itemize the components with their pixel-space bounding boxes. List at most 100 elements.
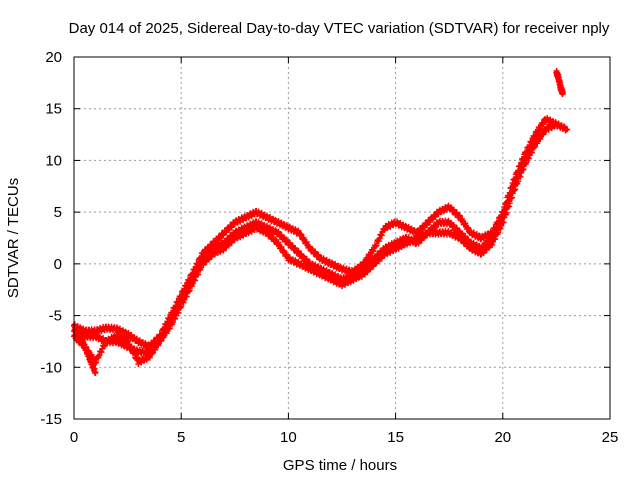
data-point	[467, 243, 474, 250]
data-point	[553, 121, 560, 128]
data-point	[185, 288, 192, 295]
x-axis-label: GPS time / hours	[283, 457, 397, 474]
data-points	[71, 68, 571, 376]
data-point	[298, 231, 305, 238]
series-track-3	[71, 126, 549, 367]
data-point	[402, 222, 409, 229]
data-point	[564, 126, 571, 133]
data-point	[376, 235, 383, 242]
data-point	[191, 277, 198, 284]
data-point	[498, 222, 505, 229]
data-point	[378, 255, 385, 262]
data-point	[373, 242, 380, 249]
data-point	[500, 219, 507, 226]
data-point	[278, 244, 285, 251]
data-point	[489, 242, 496, 249]
y-tick-label: 10	[45, 152, 62, 169]
data-point	[92, 369, 99, 376]
grid	[74, 57, 610, 419]
data-point	[378, 232, 385, 239]
data-point	[453, 225, 460, 232]
data-point	[295, 247, 302, 254]
data-point	[267, 230, 274, 237]
data-point	[518, 169, 525, 176]
data-point	[465, 224, 472, 231]
y-axis-label: SDTVAR / TECUs	[5, 178, 22, 298]
data-point	[175, 309, 182, 316]
data-point	[169, 319, 176, 326]
data-point	[272, 216, 279, 223]
data-point	[447, 204, 454, 211]
data-point	[146, 354, 153, 361]
data-point	[467, 228, 474, 235]
data-point	[275, 239, 282, 246]
data-point	[523, 159, 530, 166]
data-point	[272, 227, 279, 234]
data-point	[113, 331, 120, 338]
data-point	[456, 212, 463, 219]
data-point	[183, 293, 190, 300]
x-tick-label: 5	[177, 429, 185, 446]
data-point	[453, 209, 460, 216]
data-point	[303, 239, 310, 246]
x-tick-label: 25	[602, 429, 619, 446]
data-point	[309, 260, 316, 267]
data-point	[181, 296, 188, 303]
plot-frame	[73, 56, 611, 420]
series-track-5	[553, 68, 566, 98]
data-point	[149, 349, 156, 356]
y-tick-label: 5	[54, 204, 62, 221]
x-tick-label: 0	[70, 429, 78, 446]
data-point	[429, 216, 436, 223]
data-point	[528, 149, 535, 156]
data-point	[511, 187, 518, 194]
data-point	[381, 227, 388, 234]
y-tick-label: 15	[45, 101, 62, 118]
data-point	[101, 343, 108, 350]
data-point	[155, 342, 162, 349]
data-point	[537, 135, 544, 142]
data-point	[280, 234, 287, 241]
data-point	[525, 155, 532, 162]
data-point	[540, 120, 547, 127]
data-point	[195, 271, 202, 278]
data-point	[512, 186, 519, 193]
data-point	[420, 233, 427, 240]
data-point	[497, 225, 504, 232]
data-point	[149, 350, 156, 357]
data-point	[364, 268, 371, 275]
data-point	[462, 238, 469, 245]
chart-title: Day 014 of 2025, Sidereal Day-to-day VTE…	[69, 20, 610, 37]
data-point	[508, 194, 515, 201]
data-point	[113, 324, 120, 331]
x-tick-label: 20	[494, 429, 511, 446]
data-point	[158, 337, 165, 344]
data-point	[561, 123, 568, 130]
y-tick-label: -15	[40, 411, 62, 428]
data-point	[355, 274, 362, 281]
data-point	[480, 250, 487, 257]
data-point	[503, 209, 510, 216]
data-point	[131, 350, 138, 357]
data-point	[309, 265, 316, 272]
data-point	[495, 229, 502, 236]
data-point	[220, 232, 227, 239]
data-point	[392, 246, 399, 253]
data-point	[384, 250, 391, 257]
data-point	[447, 219, 454, 226]
data-point	[189, 280, 196, 287]
data-point	[163, 330, 170, 337]
data-point	[515, 178, 522, 185]
data-point	[505, 203, 512, 210]
data-point	[506, 200, 513, 207]
data-point	[166, 325, 173, 332]
y-tick-label: -10	[40, 359, 62, 376]
data-point	[283, 251, 290, 258]
data-point	[542, 126, 549, 133]
data-point	[186, 287, 193, 294]
data-point	[125, 338, 132, 345]
data-point	[205, 256, 212, 263]
data-point	[384, 225, 391, 232]
series-track-4	[71, 321, 99, 376]
